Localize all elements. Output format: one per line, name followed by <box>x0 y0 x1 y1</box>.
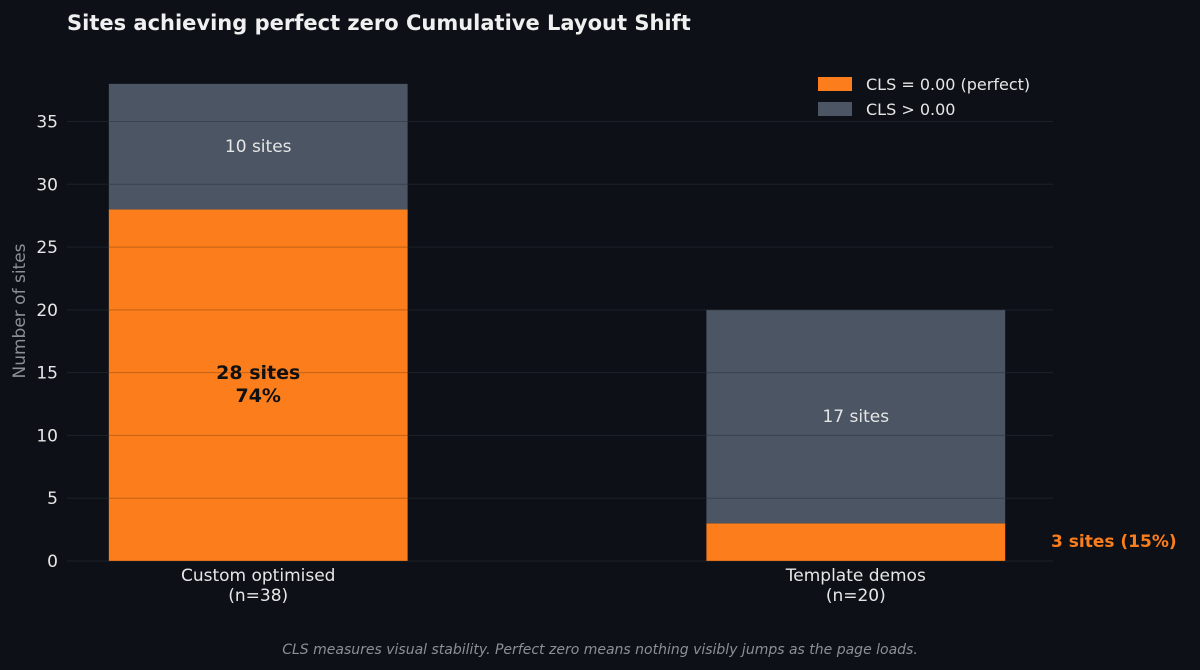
legend: CLS = 0.00 (perfect) CLS > 0.00 <box>818 75 1030 119</box>
legend-swatch <box>818 102 852 116</box>
y-axis-ticks: 0 5 10 15 20 25 30 35 <box>36 113 58 572</box>
y-tick-label: 35 <box>36 113 58 133</box>
x-tick-label: Custom optimised <box>181 566 336 586</box>
data-label: 3 sites (15%) <box>1051 532 1177 552</box>
y-tick-label: 0 <box>47 552 58 572</box>
x-tick-label: Template demos <box>785 566 926 586</box>
data-label: 74% <box>235 385 280 407</box>
data-label: 28 sites <box>216 362 300 384</box>
bar-nonzero <box>706 309 1006 524</box>
x-tick-label: (n=20) <box>826 586 886 606</box>
legend-swatch <box>818 77 852 91</box>
data-label: 17 sites <box>822 407 889 427</box>
bar-nonzero <box>108 83 408 210</box>
y-tick-label: 20 <box>36 301 58 321</box>
y-axis-label: Number of sites <box>10 243 30 378</box>
chart-title: Sites achieving perfect zero Cumulative … <box>67 11 691 35</box>
bar-perfect <box>108 209 408 561</box>
x-axis-ticks: Custom optimised(n=38) Template demos(n=2… <box>181 566 926 606</box>
x-tick-label: (n=38) <box>228 586 288 606</box>
y-tick-label: 25 <box>36 238 58 258</box>
legend-label: CLS = 0.00 (perfect) <box>866 75 1030 94</box>
y-tick-label: 15 <box>36 364 58 384</box>
y-tick-label: 30 <box>36 175 58 195</box>
legend-label: CLS > 0.00 <box>866 100 955 119</box>
gridlines-overlay <box>67 121 1053 562</box>
y-tick-label: 5 <box>47 489 58 509</box>
bars <box>108 83 1006 561</box>
data-label: 10 sites <box>225 137 292 157</box>
footnote: CLS measures visual stability. Perfect z… <box>282 642 918 658</box>
bar-perfect <box>706 523 1006 561</box>
y-tick-label: 10 <box>36 426 58 446</box>
